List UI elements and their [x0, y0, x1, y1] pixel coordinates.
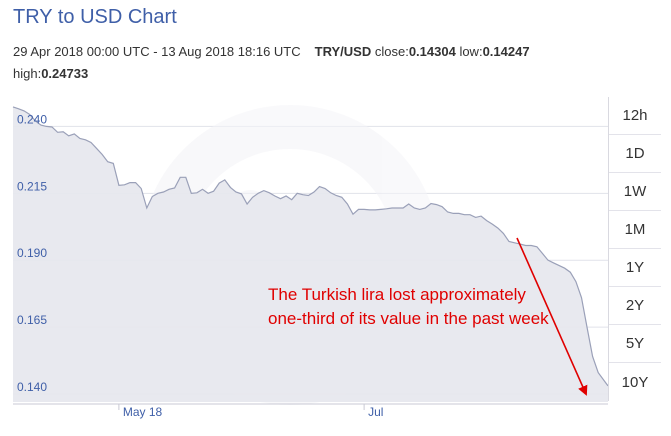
annotation-text: The Turkish lira lost approximately one-…	[268, 285, 549, 328]
price-line	[12, 106, 609, 387]
chart-title: TRY to USD Chart	[13, 6, 177, 28]
y-tick-label: 0.140	[17, 380, 47, 394]
x-tick-label: May 18	[123, 405, 163, 419]
range-button-1w[interactable]: 1W	[609, 173, 661, 211]
date-range: 29 Apr 2018 00:00 UTC - 13 Aug 2018 18:1…	[13, 44, 301, 59]
range-button-2y[interactable]: 2Y	[609, 287, 661, 325]
low-label: low:	[459, 44, 483, 59]
close-label: close:	[374, 44, 409, 59]
close-value: 0.14304	[408, 44, 456, 59]
chart-summary: 29 Apr 2018 00:00 UTC - 13 Aug 2018 18:1…	[13, 41, 613, 85]
high-value: 0.24733	[41, 66, 89, 81]
currency-pair: TRY/USD	[314, 44, 372, 59]
time-range-selector: 12h 1D 1W 1M 1Y 2Y 5Y 10Y	[608, 97, 661, 401]
high-label: high:	[13, 66, 42, 81]
range-button-12h[interactable]: 12h	[609, 97, 661, 135]
y-axis: 0.240 0.215 0.190 0.165 0.140	[17, 112, 47, 394]
y-tick-label: 0.215	[17, 179, 47, 193]
range-button-1d[interactable]: 1D	[609, 135, 661, 173]
y-tick-label: 0.240	[17, 112, 47, 126]
y-tick-label: 0.165	[17, 313, 47, 327]
x-tick-label: Jul	[368, 405, 383, 419]
range-button-10y[interactable]: 10Y	[621, 373, 649, 391]
range-button-5y[interactable]: 5Y	[609, 325, 661, 363]
y-tick-label: 0.190	[17, 246, 47, 260]
range-button-1y[interactable]: 1Y	[609, 249, 661, 287]
price-area	[13, 106, 608, 403]
low-value: 0.14247	[482, 44, 530, 59]
annotation-arrow	[516, 237, 588, 396]
x-axis: May 18 Jul	[118, 404, 383, 419]
range-button-1m[interactable]: 1M	[609, 211, 661, 249]
